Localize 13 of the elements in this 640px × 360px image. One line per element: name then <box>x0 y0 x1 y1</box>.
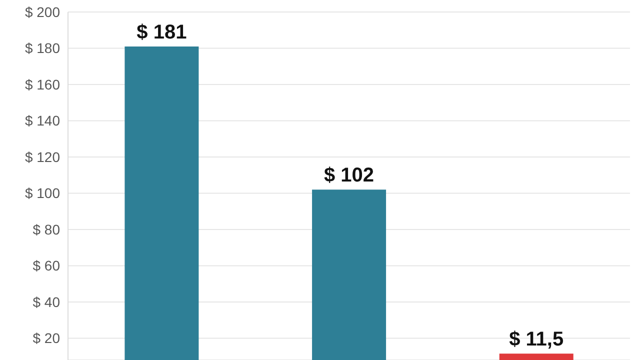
y-tick-label: $ 100 <box>24 185 60 202</box>
y-tick-label: $ 40 <box>32 294 60 310</box>
y-tick-label: $ 200 <box>24 4 60 20</box>
y-tick-label: $ 140 <box>24 112 60 129</box>
y-tick-label: $ 180 <box>24 40 60 56</box>
data-label: $ 102 <box>324 164 374 187</box>
y-tick-label: $ 120 <box>24 148 60 165</box>
y-tick-label: $ 20 <box>32 330 60 346</box>
y-tick-label: $ 60 <box>32 258 60 274</box>
y-tick-label: $ 80 <box>32 221 60 238</box>
data-label: $ 11,5 <box>509 328 564 351</box>
data-label: $ 181 <box>136 21 187 44</box>
y-tick-label: $ 160 <box>24 76 60 92</box>
